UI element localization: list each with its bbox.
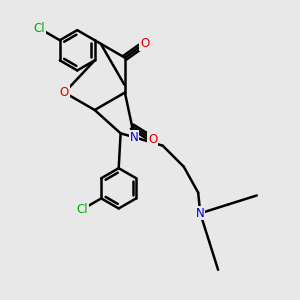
Text: N: N	[196, 207, 205, 220]
Text: Cl: Cl	[76, 203, 88, 216]
Text: O: O	[60, 86, 69, 99]
Text: N: N	[130, 131, 139, 144]
Text: O: O	[148, 133, 157, 146]
Text: O: O	[140, 37, 149, 50]
Text: Cl: Cl	[34, 22, 45, 35]
